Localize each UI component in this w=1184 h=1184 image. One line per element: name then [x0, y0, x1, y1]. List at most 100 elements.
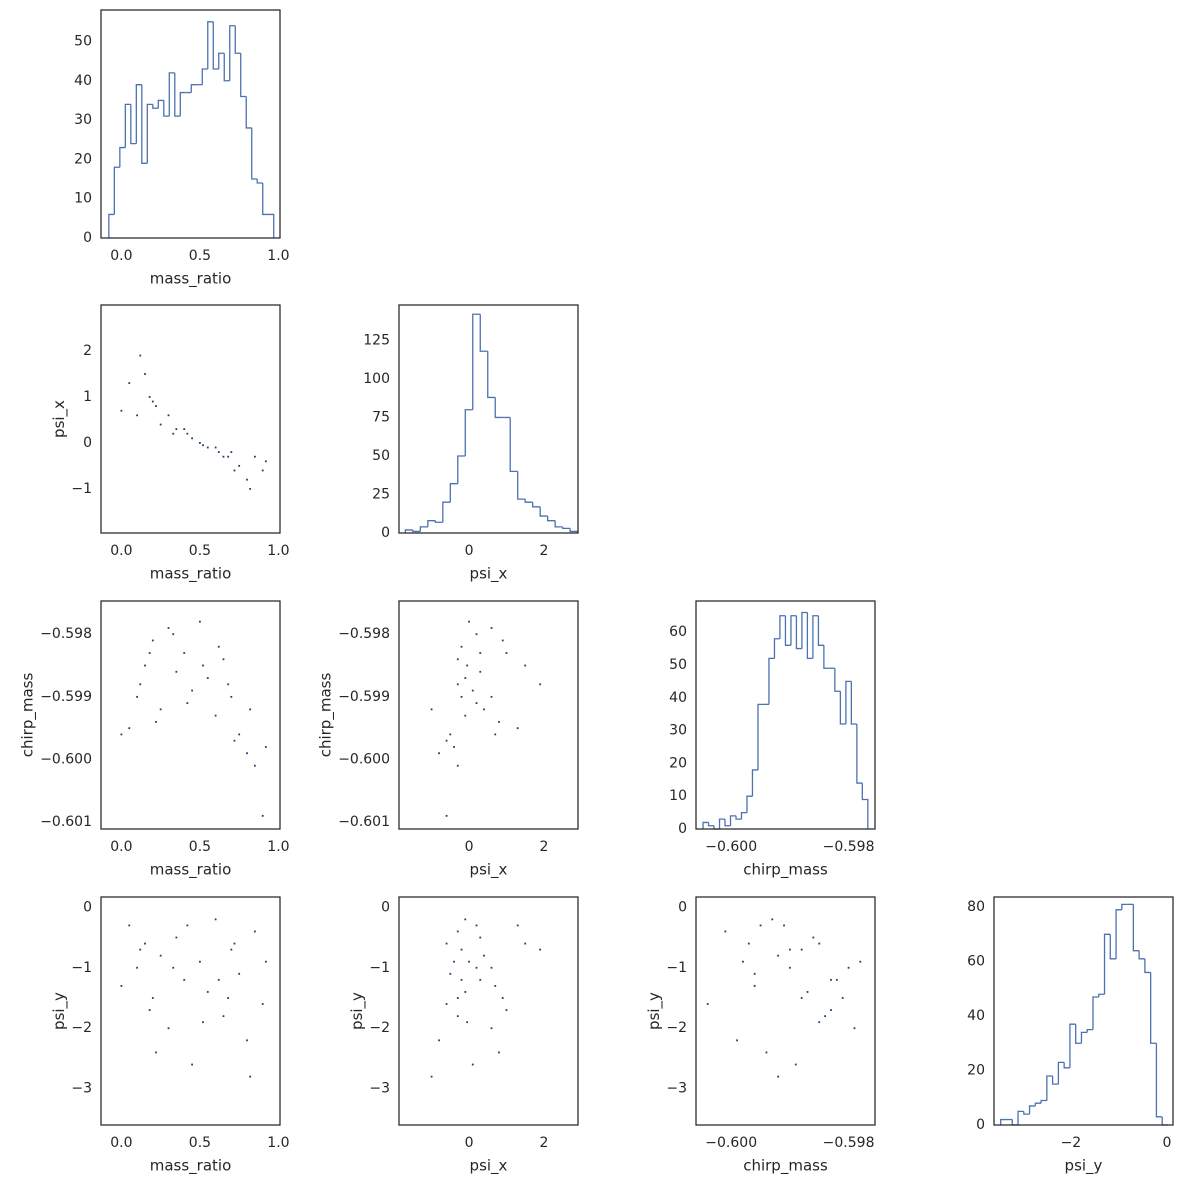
scatter-point [539, 948, 542, 951]
scatter-point [191, 689, 193, 692]
scatter-point [199, 442, 201, 444]
x-axis-label: chirp_mass [743, 861, 828, 880]
y-tick-label: −0.599 [338, 689, 390, 705]
scatter-point [264, 746, 267, 748]
scatter-point [449, 972, 452, 975]
scatter-point [227, 683, 230, 686]
x-tick-label: 0.5 [189, 839, 211, 855]
scatter-point [261, 1003, 264, 1005]
scatter-point [494, 985, 497, 987]
histogram-step [757, 703, 764, 770]
y-tick-label: 20 [669, 755, 687, 771]
x-tick-label: 0 [465, 839, 474, 855]
scatter-point [449, 733, 452, 736]
histogram-step [779, 615, 786, 639]
x-tick-label: 0 [465, 1135, 474, 1151]
scatter-point [806, 991, 809, 993]
histogram-step [201, 68, 208, 85]
y-tick-label: 25 [372, 486, 390, 502]
scatter-point [505, 1009, 508, 1011]
histogram-step [1000, 1118, 1007, 1125]
scatter-point [148, 396, 151, 398]
scatter-point [206, 677, 209, 679]
scatter-point [736, 1039, 738, 1042]
y-tick-label: −0.598 [338, 626, 390, 642]
scatter-point [246, 1039, 248, 1042]
histogram-step [806, 612, 813, 660]
scatter-point [800, 997, 803, 999]
x-axis-label: psi_x [470, 1157, 508, 1176]
scatter-point [214, 714, 217, 717]
scatter-point [128, 382, 131, 385]
histogram-step [554, 520, 563, 528]
scatter-point [460, 948, 463, 951]
axes-frame [100, 600, 281, 830]
histogram-step [1011, 1119, 1019, 1126]
histogram-step [724, 819, 731, 827]
scatter-point [264, 460, 267, 463]
scatter-point [475, 924, 478, 927]
x-tick-label: 2 [539, 839, 548, 855]
scatter-point [136, 695, 139, 698]
scatter-point [753, 972, 756, 975]
histogram-step [1051, 1075, 1059, 1085]
scatter-point [765, 1051, 768, 1054]
scatter-point [456, 764, 459, 767]
scatter-point [464, 991, 467, 993]
scatter-point [783, 924, 785, 927]
scatter-point [479, 652, 482, 654]
scatter-point [222, 455, 225, 458]
histogram-step [861, 783, 869, 829]
histogram-step [784, 615, 791, 646]
scatter-point [456, 997, 459, 999]
scatter-point [445, 1003, 448, 1005]
y-tick-label: −0.601 [40, 814, 92, 830]
scatter-point [490, 695, 493, 698]
scatter-point [777, 954, 780, 957]
histogram-step [856, 724, 863, 784]
y-tick-label: −3 [71, 1081, 92, 1097]
y-tick-label: 2 [83, 343, 92, 359]
histogram-step [1098, 993, 1105, 997]
histogram-step [1046, 1075, 1053, 1101]
histogram-step [735, 815, 742, 820]
scatter-point [214, 446, 217, 449]
scatter-point [199, 960, 201, 963]
y-axis-label: psi_x [50, 400, 69, 438]
histogram-step [472, 313, 481, 410]
histogram-step [168, 72, 175, 117]
y-tick-label: 0 [976, 1117, 985, 1133]
histogram-step [108, 213, 115, 238]
scatter-point [167, 414, 170, 417]
histogram-step [845, 680, 852, 725]
scatter-point [217, 645, 220, 648]
histogram-step [256, 179, 263, 184]
scatter-point [253, 930, 256, 933]
axes-frame [398, 600, 579, 830]
x-tick-label: 2 [539, 1135, 548, 1151]
histogram-step [262, 182, 269, 216]
x-axis-label: psi_x [470, 861, 508, 880]
y-tick-label: 30 [669, 723, 687, 739]
scatter-point [159, 954, 162, 957]
histogram-step [823, 645, 830, 669]
scatter-point [233, 469, 236, 472]
histogram-step [113, 166, 120, 215]
scatter-point [230, 451, 233, 453]
y-tick-label: 30 [74, 112, 92, 128]
y-axis-label: psi_y [348, 992, 367, 1030]
scatter-point [151, 400, 154, 403]
y-axis-label: chirp_mass [19, 673, 38, 758]
scatter-point [498, 720, 500, 723]
histogram-step [174, 72, 181, 117]
scatter-point [494, 733, 497, 736]
y-tick-label: 100 [363, 371, 390, 387]
scatter-point [253, 764, 256, 767]
histogram-step [245, 96, 252, 129]
scatter-point [167, 1027, 170, 1030]
histogram-step [479, 314, 488, 352]
scatter-point [830, 1009, 832, 1011]
histogram-step [1132, 904, 1140, 952]
scatter-point [464, 918, 467, 921]
scatter-point [159, 708, 162, 711]
